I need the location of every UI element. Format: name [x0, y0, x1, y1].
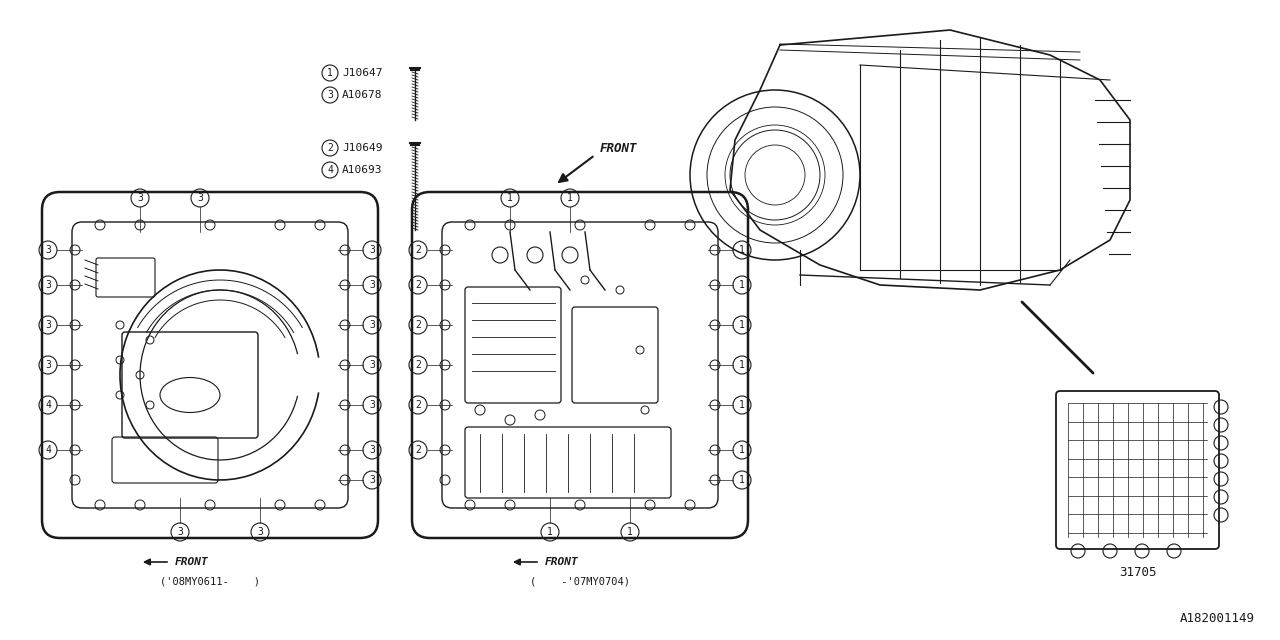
Text: 1: 1: [328, 68, 333, 78]
Text: FRONT: FRONT: [600, 141, 637, 154]
Text: 2: 2: [328, 143, 333, 153]
Text: 1: 1: [567, 193, 573, 203]
Text: A10678: A10678: [342, 90, 383, 100]
Text: 2: 2: [415, 400, 421, 410]
Text: 4: 4: [328, 165, 333, 175]
Text: 1: 1: [739, 280, 745, 290]
Text: 2: 2: [415, 320, 421, 330]
Text: 3: 3: [328, 90, 333, 100]
Text: 2: 2: [415, 360, 421, 370]
Text: (    -'07MY0704): ( -'07MY0704): [530, 577, 630, 587]
Text: 1: 1: [739, 400, 745, 410]
Text: 3: 3: [137, 193, 143, 203]
Text: 3: 3: [45, 320, 51, 330]
Text: 3: 3: [257, 527, 262, 537]
Text: 2: 2: [415, 280, 421, 290]
Text: 3: 3: [369, 280, 375, 290]
Text: 3: 3: [45, 245, 51, 255]
Text: 1: 1: [547, 527, 553, 537]
Text: 1: 1: [507, 193, 513, 203]
Text: 1: 1: [739, 445, 745, 455]
Text: 3: 3: [177, 527, 183, 537]
Text: 4: 4: [45, 400, 51, 410]
Text: 3: 3: [369, 400, 375, 410]
Text: 1: 1: [739, 320, 745, 330]
Text: 3: 3: [197, 193, 204, 203]
Text: 31705: 31705: [1119, 566, 1156, 579]
Text: FRONT: FRONT: [545, 557, 579, 567]
Text: 3: 3: [369, 245, 375, 255]
Text: ('08MY0611-    ): ('08MY0611- ): [160, 577, 260, 587]
Text: 4: 4: [45, 445, 51, 455]
Text: A182001149: A182001149: [1180, 612, 1254, 625]
Text: A10693: A10693: [342, 165, 383, 175]
Text: J10647: J10647: [342, 68, 383, 78]
Text: 2: 2: [415, 445, 421, 455]
Text: 1: 1: [627, 527, 632, 537]
Text: 3: 3: [369, 320, 375, 330]
Text: 3: 3: [369, 445, 375, 455]
Text: 2: 2: [415, 245, 421, 255]
Text: 3: 3: [45, 280, 51, 290]
Text: FRONT: FRONT: [175, 557, 209, 567]
Text: 3: 3: [369, 360, 375, 370]
Text: 1: 1: [739, 475, 745, 485]
Text: 1: 1: [739, 245, 745, 255]
Text: 3: 3: [45, 360, 51, 370]
Text: J10649: J10649: [342, 143, 383, 153]
Text: 3: 3: [369, 475, 375, 485]
Text: 1: 1: [739, 360, 745, 370]
